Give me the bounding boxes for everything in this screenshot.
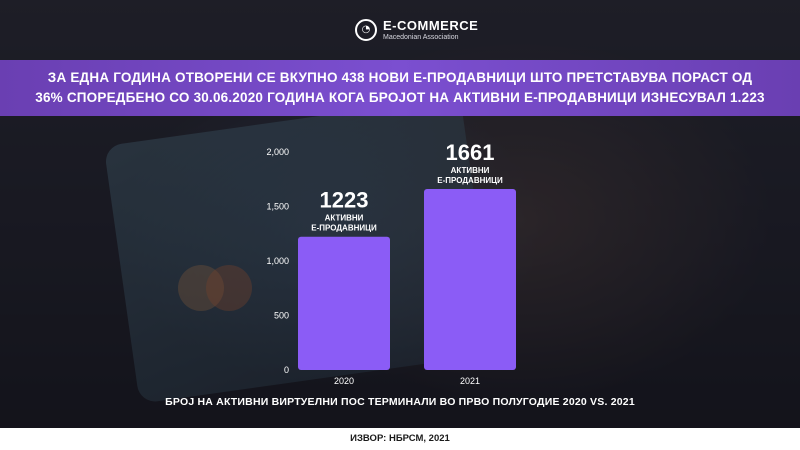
bar-2020 [298,236,390,370]
logo: ◔ E-COMMERCE Macedonian Association [355,18,478,41]
bar-2021 [424,188,516,370]
y-tick-label: 1,000 [266,256,289,266]
headline-line-2: 36% СПОРЕДБЕНО СО 30.06.2020 ГОДИНА КОГА… [35,90,765,105]
data-label: 1223 [320,188,369,213]
bar-sublabel: АКТИВНИ [325,214,364,223]
chart-title: БРОЈ НА АКТИВНИ ВИРТУЕЛНИ ПОС ТЕРМИНАЛИ … [165,396,635,408]
source-footer: ИЗВОР: НБРСМ, 2021 [0,428,800,450]
x-tick-label: 2020 [334,376,354,386]
headline-line-1: ЗА ЕДНА ГОДИНА ОТВОРЕНИ СЕ ВКУПНО 438 НО… [47,70,753,85]
x-tick-label: 2021 [460,376,480,386]
bar-chart: 05001,0001,5002,0002020Е-ПРОДАВНИЦИАКТИВ… [266,140,516,386]
data-label: 1661 [446,140,495,165]
bar-sublabel: Е-ПРОДАВНИЦИ [437,176,503,185]
y-tick-label: 1,500 [266,202,289,212]
bar-sublabel: АКТИВНИ [451,166,490,175]
shopping-chat-icon: ◔ [355,18,377,41]
y-tick-label: 2,000 [266,147,289,157]
logo-subtitle: Macedonian Association [383,34,459,41]
logo-title: E-COMMERCE [383,18,479,33]
headline-banner: ЗА ЕДНА ГОДИНА ОТВОРЕНИ СЕ ВКУПНО 438 НО… [0,60,800,116]
y-tick-label: 500 [274,311,289,321]
y-tick-label: 0 [284,365,289,375]
bar-sublabel: Е-ПРОДАВНИЦИ [311,224,377,233]
